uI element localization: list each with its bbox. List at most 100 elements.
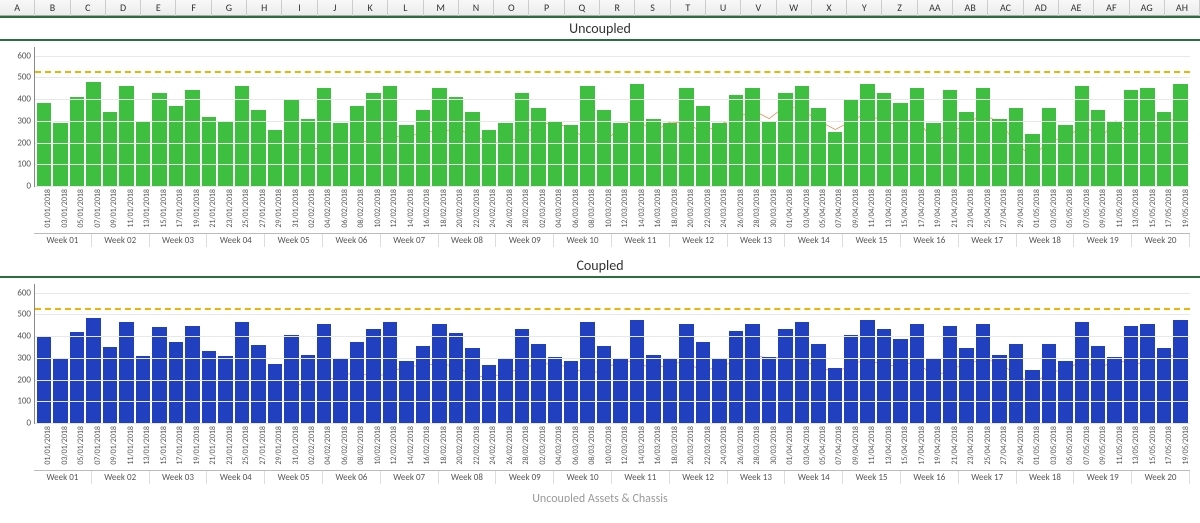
bar (646, 119, 660, 186)
column-header[interactable]: G (212, 0, 247, 16)
y-tick-label: 0 (26, 418, 35, 429)
week-label: Week 15 (843, 234, 901, 247)
bar (679, 324, 693, 423)
column-header[interactable]: AD (1024, 0, 1059, 16)
bar (564, 125, 578, 186)
bar (301, 119, 315, 186)
column-header[interactable]: AB (953, 0, 988, 16)
column-header[interactable]: V (741, 0, 776, 16)
chart-title-coupled: Coupled (0, 255, 1200, 278)
column-header[interactable]: X (812, 0, 847, 16)
week-label: Week 20 (1132, 471, 1190, 484)
column-header[interactable]: S (635, 0, 670, 16)
column-header[interactable]: I (282, 0, 317, 16)
week-label: Week 13 (728, 234, 786, 247)
bar (531, 108, 545, 186)
week-label: Week 06 (323, 234, 381, 247)
column-header[interactable]: N (459, 0, 494, 16)
bar (548, 121, 562, 186)
column-header[interactable]: K (353, 0, 388, 16)
column-header[interactable]: R (600, 0, 635, 16)
bar (119, 322, 133, 423)
bar (696, 106, 710, 186)
week-label: Week 18 (1017, 471, 1075, 484)
bar (564, 361, 578, 423)
column-header[interactable]: B (35, 0, 70, 16)
bar (350, 342, 364, 423)
column-header[interactable]: J (318, 0, 353, 16)
week-label: Week 12 (670, 234, 728, 247)
week-label: Week 02 (92, 234, 150, 247)
column-header[interactable]: L (388, 0, 423, 16)
chart-coupled: 0100200300400500600 01/01/201803/01/2018… (0, 278, 1200, 488)
bar (531, 344, 545, 423)
column-header[interactable]: T (671, 0, 706, 16)
y-tick-label: 0 (26, 181, 35, 192)
column-header[interactable]: D (106, 0, 141, 16)
week-label: Week 16 (901, 471, 959, 484)
bar (432, 324, 446, 423)
bar (202, 117, 216, 187)
bar (976, 88, 990, 186)
bar (1075, 322, 1089, 423)
week-label: Week 05 (265, 234, 323, 247)
week-label: Week 10 (554, 234, 612, 247)
week-label: Week 14 (785, 234, 843, 247)
bar (86, 82, 100, 186)
bar (1124, 90, 1138, 186)
column-header[interactable]: Z (882, 0, 917, 16)
week-label: Week 16 (901, 234, 959, 247)
bar (498, 123, 512, 186)
bar (778, 93, 792, 186)
bar (910, 324, 924, 423)
bar (613, 123, 627, 186)
column-header[interactable]: C (71, 0, 106, 16)
column-header[interactable]: AH (1165, 0, 1200, 16)
bar (1124, 326, 1138, 423)
bar (992, 119, 1006, 186)
column-header[interactable]: Y (847, 0, 882, 16)
column-header[interactable]: AG (1130, 0, 1165, 16)
bar (333, 123, 347, 186)
column-header[interactable]: P (529, 0, 564, 16)
column-header[interactable]: A (0, 0, 35, 16)
bar (482, 365, 496, 423)
column-header[interactable]: AC (988, 0, 1023, 16)
y-tick-label: 200 (17, 374, 35, 385)
column-header[interactable]: AF (1094, 0, 1129, 16)
bar (202, 351, 216, 423)
column-header[interactable]: E (141, 0, 176, 16)
bar (1075, 86, 1089, 186)
reference-line (35, 308, 1190, 310)
column-header[interactable]: O (494, 0, 529, 16)
week-label: Week 15 (843, 471, 901, 484)
column-header[interactable]: U (706, 0, 741, 16)
week-label: Week 14 (785, 471, 843, 484)
week-label: Week 01 (34, 234, 92, 247)
bar (366, 329, 380, 423)
week-label: Week 12 (670, 471, 728, 484)
bar (663, 123, 677, 186)
column-header[interactable]: W (777, 0, 812, 16)
bar (926, 359, 940, 423)
bar (679, 88, 693, 186)
column-header[interactable]: F (176, 0, 211, 16)
bar (317, 88, 331, 186)
bar (70, 97, 84, 186)
bar (119, 86, 133, 186)
column-header[interactable]: AE (1059, 0, 1094, 16)
column-header[interactable]: H (247, 0, 282, 16)
week-label: Week 01 (34, 471, 92, 484)
bar (795, 322, 809, 423)
bar (548, 357, 562, 423)
bar (992, 355, 1006, 423)
column-header[interactable]: M (424, 0, 459, 16)
reference-line (35, 71, 1190, 73)
week-label: Week 10 (554, 471, 612, 484)
bar (910, 88, 924, 186)
column-header[interactable]: AA (918, 0, 953, 16)
bar (828, 368, 842, 423)
week-label: Week 02 (92, 471, 150, 484)
y-tick-label: 100 (17, 396, 35, 407)
column-header[interactable]: Q (565, 0, 600, 16)
